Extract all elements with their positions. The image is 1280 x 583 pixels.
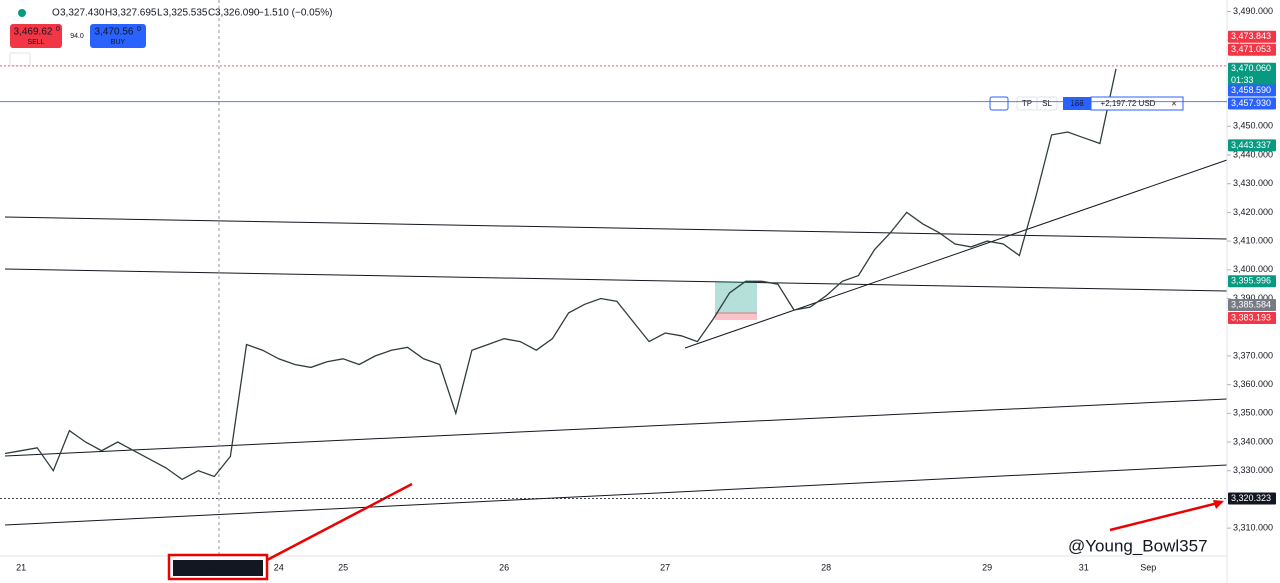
price-tag-label: 3,470.060 (1231, 63, 1271, 73)
price-tag-label: 3,457.930 (1231, 98, 1271, 108)
price-tag-label: 3,385.584 (1231, 299, 1271, 309)
price-tag-label: 3,383.193 (1231, 312, 1271, 322)
price-tag (1228, 139, 1276, 152)
x-tick-label: 28 (821, 562, 831, 572)
x-tick-label: 27 (660, 562, 670, 572)
qty-bg[interactable] (1063, 97, 1091, 110)
buy-button[interactable]: 3,470.56 0 BUY (90, 24, 146, 48)
annotation-arrow (1109, 500, 1223, 532)
buy-bg[interactable] (90, 24, 146, 48)
y-tick-label: 3,370.000 (1233, 350, 1273, 360)
x-tick-label: 31 (1079, 562, 1089, 572)
price-tag (1228, 312, 1276, 325)
price-tag (1228, 97, 1276, 110)
y-tick-label: 3,410.000 (1233, 235, 1273, 245)
pnl[interactable]: +2,197.72 USD (1101, 99, 1156, 108)
watermark: @Young_Bowl357 (1068, 536, 1208, 555)
high: 3,327.695 (112, 8, 157, 19)
buy-label[interactable]: BUY (111, 39, 126, 46)
close-label: C (208, 8, 215, 19)
high-label: H (105, 8, 112, 19)
position-loss-zone (715, 312, 757, 320)
ohlc-header: O 3,327.430 H 3,327.695 L 3,325.535 C 3,… (18, 8, 333, 19)
pnl-bg[interactable] (1090, 96, 1184, 111)
spread: 94.0 (70, 33, 84, 40)
close-position[interactable]: × (1171, 98, 1176, 108)
x-tick-label: Sep (1140, 562, 1156, 572)
open: 3,327.430 (60, 8, 105, 19)
annotation-box (167, 553, 269, 581)
y-tick-label: 3,340.000 (1233, 436, 1273, 446)
sl[interactable]: SL (1042, 99, 1052, 108)
y-tick-label: 3,490.000 (1233, 6, 1273, 16)
trend-lines (4, 159, 1228, 526)
buy-price[interactable]: 3,470.56 (95, 27, 134, 38)
open-label: O (52, 8, 60, 19)
crosshair-time: 05:27 (237, 562, 260, 572)
collapse-button[interactable] (9, 52, 31, 67)
x-tick-label: 21 (16, 562, 26, 572)
price-tag (1228, 492, 1276, 505)
price-tag-label: 3,395.996 (1231, 276, 1271, 286)
y-tick-label: 3,360.000 (1233, 379, 1273, 389)
price-tag-label: 3,471.053 (1231, 44, 1271, 54)
y-tick-label: 3,420.000 (1233, 207, 1273, 217)
price-tag (1228, 30, 1276, 43)
price-tag-label: 3,320.323 (1231, 493, 1271, 503)
y-tick-label: 3,390.000 (1233, 293, 1273, 303)
price-tag (1228, 43, 1276, 56)
x-tick-label: 24 (274, 562, 284, 572)
price-tag (1228, 84, 1276, 97)
buy-sup[interactable]: 0 (137, 26, 141, 33)
close: 3,326.090 (215, 8, 260, 19)
plot (4, 68, 1117, 481)
sl-button[interactable] (1036, 96, 1058, 111)
sell-price[interactable]: 3,469.62 (14, 27, 53, 38)
reverse-button[interactable] (989, 96, 1009, 111)
sell-bg[interactable] (10, 24, 62, 48)
x-tick-label: 26 (499, 562, 509, 572)
change: −1.510 (−0.05%) (258, 8, 333, 19)
y-tick-label: 3,310.000 (1233, 523, 1273, 533)
price-tag-label: 3,458.590 (1231, 85, 1271, 95)
sell-button[interactable]: 3,469.62 0 SELL (10, 24, 62, 48)
y-tick-label: 3,430.000 (1233, 178, 1273, 188)
y-tick-label: 3,400.000 (1233, 264, 1273, 274)
price-tag (1228, 275, 1276, 288)
price-tag (1228, 299, 1276, 312)
low: 3,325.535 (163, 8, 208, 19)
tp[interactable]: TP (1022, 99, 1032, 108)
countdown: 01:33 (1231, 75, 1254, 85)
sell-sup[interactable]: 0 (56, 26, 60, 33)
position-bar[interactable]: TP SL 188 +2,197.72 USD × (989, 96, 1184, 111)
x-tick-label: 29 (982, 562, 992, 572)
arrow-head (1213, 500, 1224, 509)
y-tick-label: 3,440.000 (1233, 149, 1273, 159)
y-tick-label: 3,450.000 (1233, 121, 1273, 131)
low-label: L (157, 8, 163, 19)
position-profit-zone (715, 282, 757, 314)
price-tag (1228, 62, 1276, 87)
crosshair-date-bg (173, 560, 263, 576)
y-tick-label: 3,330.000 (1233, 465, 1273, 475)
crosshair-date: Fri 22 Aug '25 (178, 562, 233, 572)
sell-label[interactable]: SELL (27, 39, 44, 46)
price-line (4, 68, 1117, 481)
annotation-arrow (266, 482, 413, 562)
price-tag-label: 3,473.843 (1231, 31, 1271, 41)
qty[interactable]: 188 (1070, 99, 1084, 108)
price-tag-label: 3,443.337 (1231, 140, 1271, 150)
status-dot (18, 9, 26, 17)
x-tick-label: 25 (338, 562, 348, 572)
y-tick-label: 3,350.000 (1233, 408, 1273, 418)
